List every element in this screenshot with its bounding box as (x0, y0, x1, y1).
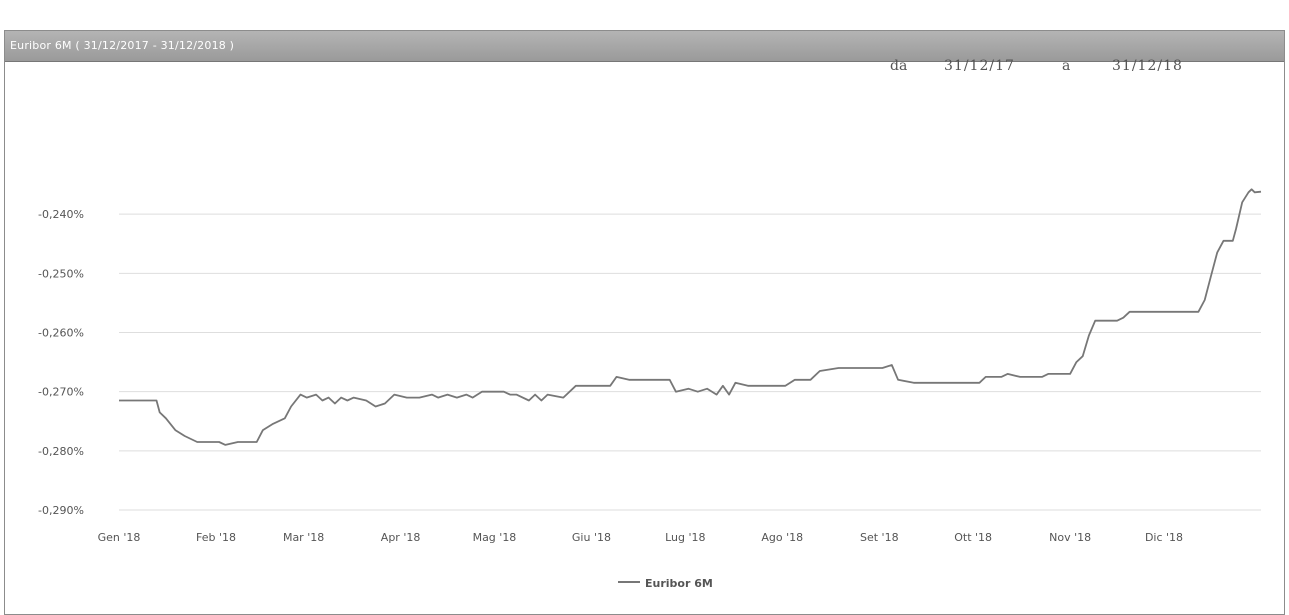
x-tick-label: Feb '18 (196, 531, 236, 544)
chart-window: Euribor 6M ( 31/12/2017 - 31/12/2018 ) (4, 30, 1285, 615)
legend-label: Euribor 6M (645, 577, 713, 590)
x-tick-label: Giu '18 (572, 531, 611, 544)
x-tick-label: Ott '18 (954, 531, 992, 544)
y-tick-label: -0,290% (38, 504, 84, 517)
range-from-value: 31/12/17 (944, 58, 1015, 74)
y-tick-label: -0,270% (38, 386, 84, 399)
x-tick-label: Set '18 (860, 531, 899, 544)
x-tick-label: Dic '18 (1145, 531, 1183, 544)
x-tick-label: Gen '18 (98, 531, 141, 544)
x-tick-label: Nov '18 (1049, 531, 1091, 544)
x-tick-label: Apr '18 (381, 531, 421, 544)
top-background (0, 0, 1289, 30)
x-tick-label: Lug '18 (665, 531, 705, 544)
range-to-value: 31/12/18 (1112, 58, 1183, 74)
y-tick-label: -0,280% (38, 445, 84, 458)
window-titlebar: Euribor 6M ( 31/12/2017 - 31/12/2018 ) (5, 31, 1284, 62)
x-tick-label: Mag '18 (473, 531, 517, 544)
y-tick-label: -0,250% (38, 267, 84, 280)
x-tick-label: Mar '18 (283, 531, 324, 544)
window-title: Euribor 6M ( 31/12/2017 - 31/12/2018 ) (10, 39, 235, 52)
y-tick-label: -0,260% (38, 327, 84, 340)
range-from-label: da (890, 58, 908, 74)
y-tick-label: -0,240% (38, 208, 84, 221)
x-tick-label: Ago '18 (761, 531, 803, 544)
series-line (119, 188, 1262, 446)
range-to-label: a (1062, 58, 1071, 74)
